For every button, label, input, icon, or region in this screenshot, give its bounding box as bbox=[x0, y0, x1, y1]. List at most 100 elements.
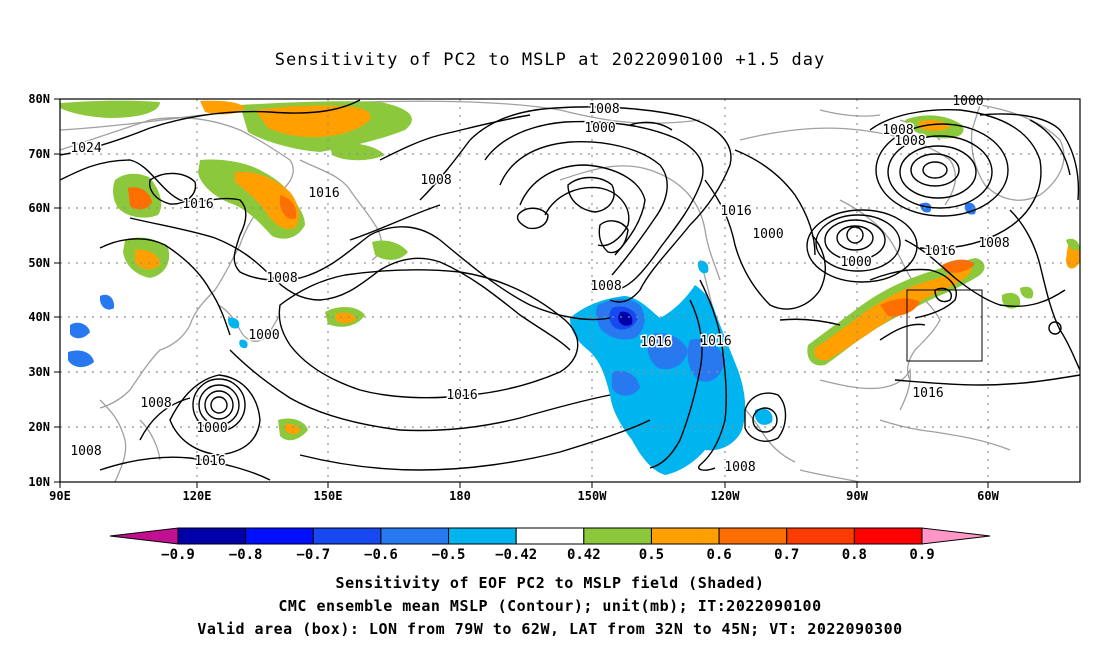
contour-label: 1008 bbox=[978, 236, 1009, 251]
colorbar-label: 0.8 bbox=[842, 547, 867, 563]
shaded-region bbox=[612, 370, 640, 396]
shaded-region bbox=[128, 187, 152, 210]
colorbar-label: 0.5 bbox=[639, 547, 664, 563]
lat-label: 40N bbox=[28, 310, 50, 324]
caption-shaded: Sensitivity of EOF PC2 to MSLP field (Sh… bbox=[335, 574, 765, 592]
colorbar-bin bbox=[583, 527, 652, 545]
plot-frame bbox=[59, 98, 1081, 483]
lon-label: 150E bbox=[314, 489, 343, 503]
colorbar-arrow-high bbox=[921, 527, 991, 545]
shaded-region bbox=[697, 260, 709, 274]
colorbar-bin bbox=[448, 527, 517, 545]
lon-label: 90W bbox=[846, 489, 868, 503]
contour-label: 1008 bbox=[140, 396, 171, 411]
shaded-region bbox=[687, 339, 725, 382]
contour-label: 1008 bbox=[894, 134, 925, 149]
lon-label: 90E bbox=[49, 489, 71, 503]
lon-label: 120W bbox=[711, 489, 741, 503]
shaded-region bbox=[135, 249, 160, 270]
latitude-labels: 80N 70N 60N 50N 40N 30N 20N 10N bbox=[28, 92, 50, 489]
colorbar-arrow-low bbox=[109, 527, 179, 545]
tick-marks bbox=[54, 98, 989, 488]
colorbar-label: −0.42 bbox=[495, 547, 537, 563]
lon-label: 60W bbox=[977, 489, 999, 503]
shaded-region bbox=[647, 333, 688, 370]
colorbar-bin bbox=[515, 527, 585, 545]
colorbar-bin bbox=[853, 527, 923, 545]
colorbar-bin bbox=[245, 527, 314, 545]
shaded-region bbox=[964, 202, 976, 215]
contour-label: 1000 bbox=[248, 328, 279, 343]
contour-label: 1024 bbox=[70, 141, 101, 156]
shaded-region bbox=[70, 322, 90, 339]
lat-label: 20N bbox=[28, 420, 50, 434]
shaded-region bbox=[942, 259, 975, 273]
lon-label: 120E bbox=[183, 489, 212, 503]
contour-label: 1000 bbox=[840, 255, 871, 270]
shaded-region bbox=[330, 143, 385, 161]
contour-label: 1016 bbox=[924, 244, 955, 259]
contour-label: 1008 bbox=[70, 444, 101, 459]
colorbar-label: 0.42 bbox=[567, 547, 601, 563]
shaded-region bbox=[239, 339, 248, 349]
lat-label: 50N bbox=[28, 256, 50, 270]
contour-label: 1000 bbox=[952, 94, 983, 109]
lat-label: 60N bbox=[28, 201, 50, 215]
contour-label: 1008 bbox=[882, 123, 913, 138]
lat-label: 10N bbox=[28, 475, 50, 489]
contour-label: 1016 bbox=[912, 386, 943, 401]
shaded-region bbox=[372, 240, 408, 260]
contour-label: 1008 bbox=[588, 102, 619, 117]
colorbar-label: −0.7 bbox=[296, 547, 330, 563]
contour-label: 1016 bbox=[640, 335, 671, 350]
shaded-region bbox=[755, 408, 773, 425]
valid-area-box bbox=[906, 289, 983, 362]
colorbar-bin bbox=[312, 527, 382, 545]
map-title: Sensitivity of PC2 to MSLP at 2022090100… bbox=[274, 50, 826, 70]
contour-label: 1016 bbox=[182, 197, 213, 212]
colorbar-label: 0.6 bbox=[706, 547, 731, 563]
shaded-region bbox=[284, 423, 300, 435]
shaded-region bbox=[1066, 238, 1080, 251]
mslp-contours bbox=[60, 99, 1080, 481]
shaded-region bbox=[60, 100, 160, 118]
colorbar-label: 0.9 bbox=[909, 547, 934, 563]
caption-contour: CMC ensemble mean MSLP (Contour); unit(m… bbox=[278, 597, 822, 615]
colorbar-bin bbox=[177, 527, 247, 545]
colorbar-label: −0.5 bbox=[432, 547, 466, 563]
contour-label: 1008 bbox=[590, 279, 621, 294]
lon-label: 180 bbox=[449, 489, 471, 503]
shaded-region bbox=[235, 171, 300, 230]
shaded-region bbox=[618, 311, 633, 326]
contour-label: 1000 bbox=[196, 421, 227, 436]
colorbar: −0.9 −0.8 −0.7 −0.6 −0.5 −0.42 0.42 0.5 0.6 0.7 0.… bbox=[109, 527, 991, 563]
contour-label: 1000 bbox=[584, 121, 615, 136]
colorbar-label: 0.7 bbox=[774, 547, 799, 563]
contour-label: 1016 bbox=[720, 204, 751, 219]
contour-labels: 1008100010161024100810081000101610161008… bbox=[69, 93, 1011, 477]
coastlines bbox=[60, 100, 1065, 482]
shaded-region bbox=[1002, 292, 1021, 309]
colorbar-bin bbox=[650, 527, 720, 545]
longitude-labels: 90E 120E 150E 180 150W 120W 90W 60W bbox=[49, 489, 999, 503]
lon-label: 150W bbox=[578, 489, 608, 503]
colorbar-label: −0.8 bbox=[229, 547, 263, 563]
contour-label: 1008 bbox=[266, 271, 297, 286]
colorbar-label: −0.6 bbox=[364, 547, 398, 563]
colorbar-label: −0.9 bbox=[161, 547, 195, 563]
colorbar-bin bbox=[380, 527, 450, 545]
shaded-region bbox=[68, 350, 94, 368]
shaded-region bbox=[280, 195, 297, 220]
lat-label: 80N bbox=[28, 92, 50, 106]
shaded-region bbox=[880, 298, 920, 317]
colorbar-bin bbox=[718, 527, 788, 545]
shaded-region bbox=[1020, 286, 1034, 299]
contour-label: 1008 bbox=[420, 173, 451, 188]
shaded-region bbox=[335, 312, 356, 324]
lat-label: 30N bbox=[28, 365, 50, 379]
shaded-region bbox=[200, 100, 245, 115]
contour-label: 1000 bbox=[752, 227, 783, 242]
contour-label: 1008 bbox=[724, 460, 755, 475]
contour-label: 1016 bbox=[446, 388, 477, 403]
